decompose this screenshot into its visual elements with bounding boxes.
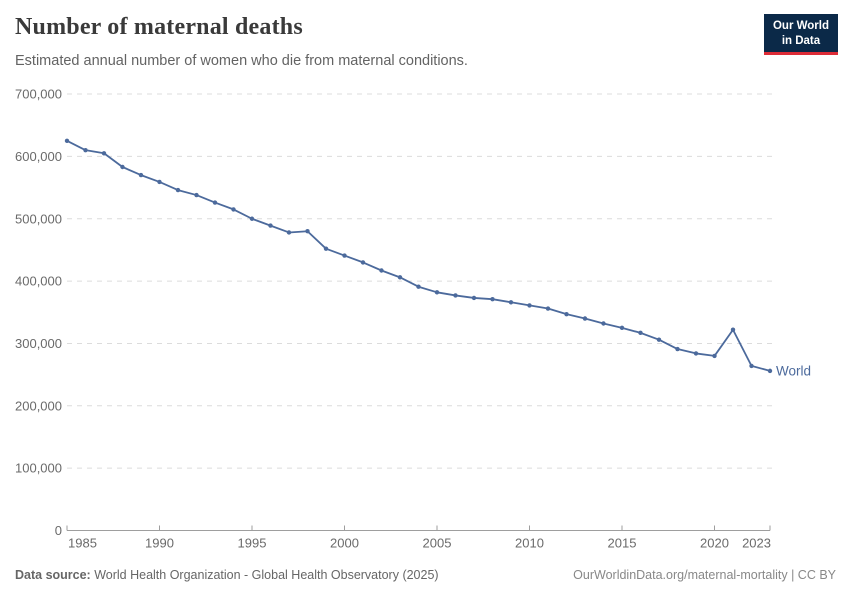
- data-source-note: Data source: World Health Organization -…: [15, 568, 439, 582]
- data-point[interactable]: [767, 368, 773, 374]
- data-point[interactable]: [360, 260, 366, 265]
- data-point[interactable]: [453, 293, 458, 298]
- y-axis-label: 100,000: [15, 461, 62, 476]
- data-point[interactable]: [527, 303, 532, 308]
- chart-title: Number of maternal deaths: [15, 14, 303, 40]
- x-axis-label: 2010: [515, 536, 544, 551]
- data-line-world: [66, 140, 771, 372]
- data-point[interactable]: [120, 164, 125, 170]
- data-point[interactable]: [212, 200, 218, 205]
- data-point[interactable]: [286, 230, 292, 235]
- data-point[interactable]: [730, 327, 736, 332]
- data-point[interactable]: [379, 268, 384, 273]
- data-point[interactable]: [434, 290, 440, 295]
- data-point[interactable]: [157, 179, 162, 185]
- data-point[interactable]: [64, 138, 70, 144]
- data-point[interactable]: [305, 229, 310, 234]
- data-point[interactable]: [675, 346, 680, 352]
- data-point[interactable]: [693, 351, 699, 356]
- series-label-world: World: [776, 363, 811, 378]
- x-axis-label: 1995: [238, 536, 267, 551]
- x-axis-label: 2015: [608, 536, 637, 551]
- y-axis-label: 400,000: [15, 274, 62, 289]
- data-source-label: Data source:: [15, 568, 91, 582]
- owid-logo-line2: in Data: [781, 34, 821, 47]
- data-point[interactable]: [416, 284, 421, 289]
- x-axis-label: 1985: [68, 536, 97, 551]
- data-point[interactable]: [231, 207, 236, 212]
- chart-footer: Data source: World Health Organization -…: [15, 568, 836, 582]
- data-point[interactable]: [101, 151, 107, 156]
- data-point[interactable]: [638, 330, 643, 336]
- x-axis-label: 2023: [742, 536, 771, 551]
- data-point[interactable]: [508, 300, 514, 305]
- y-axis-label: 500,000: [15, 211, 62, 226]
- data-point[interactable]: [194, 192, 199, 198]
- data-point[interactable]: [471, 295, 477, 301]
- y-axis-label: 0: [55, 523, 62, 538]
- data-point[interactable]: [656, 337, 662, 342]
- x-axis-label: 2000: [330, 536, 359, 551]
- data-point[interactable]: [323, 246, 329, 251]
- data-point[interactable]: [601, 321, 606, 326]
- data-point[interactable]: [138, 172, 144, 178]
- footer-link[interactable]: OurWorldinData.org/maternal-mortality | …: [573, 568, 836, 582]
- data-point[interactable]: [619, 325, 625, 331]
- y-axis-label: 700,000: [15, 87, 62, 102]
- data-point[interactable]: [545, 306, 551, 311]
- data-point[interactable]: [582, 316, 588, 321]
- owid-logo: Our World in Data: [763, 14, 838, 55]
- x-axis-label: 2005: [423, 536, 452, 551]
- data-point[interactable]: [564, 311, 569, 317]
- x-axis-label: 2020: [700, 536, 729, 551]
- data-point[interactable]: [342, 253, 347, 258]
- data-point[interactable]: [83, 147, 88, 153]
- y-axis-label: 600,000: [15, 149, 62, 164]
- data-point[interactable]: [749, 363, 754, 369]
- data-point[interactable]: [712, 353, 717, 359]
- data-point[interactable]: [490, 296, 495, 302]
- data-point[interactable]: [397, 275, 403, 280]
- owid-logo-line1: Our World: [772, 20, 829, 32]
- data-point[interactable]: [268, 223, 273, 228]
- y-axis-label: 300,000: [15, 336, 62, 351]
- data-source-text: World Health Organization - Global Healt…: [90, 568, 439, 582]
- chart-subtitle: Estimated annual number of women who die…: [15, 53, 468, 69]
- data-point[interactable]: [249, 216, 255, 221]
- y-axis-label: 200,000: [15, 398, 62, 413]
- data-point[interactable]: [175, 187, 181, 193]
- x-axis-label: 1990: [145, 536, 174, 551]
